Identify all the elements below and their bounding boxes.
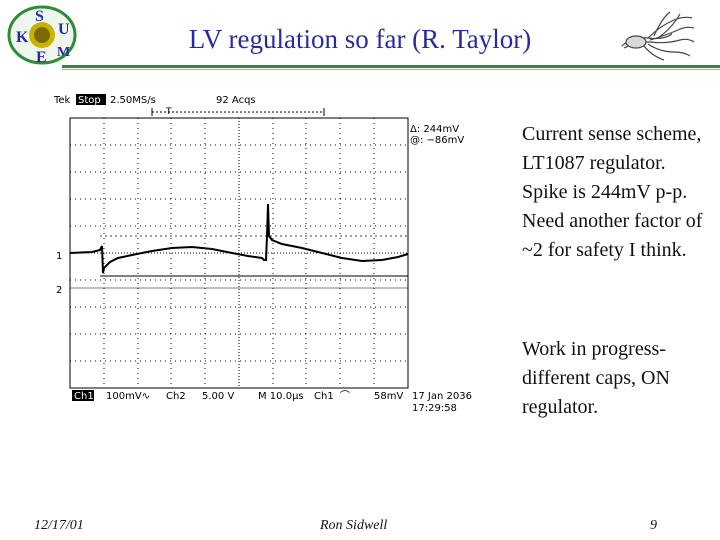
scope-timebase: M 10.0µs — [258, 391, 304, 402]
scope-at-readout: @: −86mV — [410, 135, 464, 146]
scope-ch1-badge — [72, 390, 94, 401]
scope-ch2-label: Ch2 — [166, 391, 186, 402]
bullet-work-in-progress: Work in progress- different caps, ON reg… — [522, 338, 670, 418]
slide-title: LV regulation so far (R. Taylor) — [188, 24, 532, 54]
bullet-current-sense: Current sense scheme, LT1087 regulator. … — [522, 123, 703, 261]
squid-icon — [621, 11, 695, 61]
scope-trigger-level: 58mV — [374, 391, 403, 402]
logo-letter-s: S — [35, 8, 44, 25]
scope-trigger-marker: T — [165, 107, 172, 117]
scope-delta-readout: Δ: 244mV — [410, 124, 459, 135]
scope-time: 17:29:58 — [412, 403, 457, 414]
scope-ch1-scale: 100mV∿ — [106, 391, 150, 402]
scope-ch1-label: Ch1 — [74, 391, 94, 402]
logo-letter-k: K — [16, 29, 29, 46]
scope-sample-rate: 2.50MS/s — [110, 95, 156, 106]
scope-trigger-slope: ⌒ — [340, 390, 350, 402]
logo-letter-u: U — [58, 21, 70, 38]
scope-ch1-marker: 1 — [56, 251, 62, 262]
squid-logo — [614, 8, 698, 64]
ksu-hep-logo: K S U E M — [7, 5, 77, 66]
scope-ch2-marker: 2 — [56, 285, 62, 296]
logo-letter-e: E — [36, 49, 47, 66]
title-divider-thin — [62, 69, 720, 70]
footer-author: Ron Sidwell — [320, 518, 388, 533]
scope-ch1-waveform — [69, 203, 409, 274]
scope-state-badge — [76, 94, 106, 105]
scope-brand: Tek — [53, 95, 71, 106]
scope-state: Stop — [78, 95, 101, 106]
footer-page-number: 9 — [650, 518, 657, 533]
scope-acquisitions: 92 Acqs — [216, 95, 256, 106]
logo-letter-m: M — [57, 45, 70, 60]
logo-sun-core — [34, 27, 50, 43]
scope-ch2-scale: 5.00 V — [202, 391, 234, 402]
title-divider — [62, 65, 720, 68]
scope-date: 17 Jan 2036 — [412, 391, 472, 402]
oscilloscope-capture: Tek Stop 2.50MS/s 92 Acqs T — [52, 90, 482, 420]
footer-date: 12/17/01 — [34, 518, 84, 533]
scope-trigger-channel: Ch1 — [314, 391, 334, 402]
